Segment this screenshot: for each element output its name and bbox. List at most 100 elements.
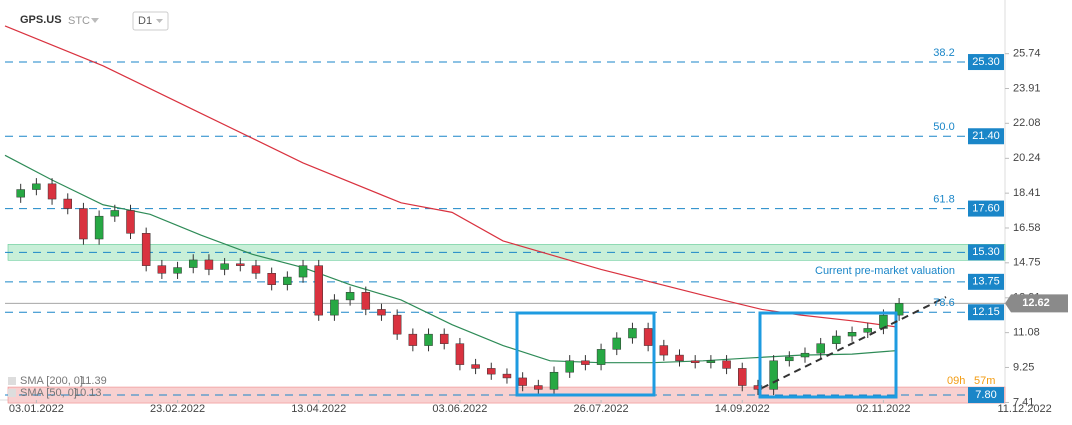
candle-body	[659, 345, 669, 356]
level-label-box	[968, 200, 1004, 217]
y-tick-label: 18.41	[1013, 187, 1041, 199]
level-label-box	[968, 304, 1004, 321]
candle-body	[188, 259, 198, 268]
level-label-box	[968, 128, 1004, 145]
candle-body	[596, 349, 606, 365]
candle-body	[220, 263, 229, 270]
y-tick-label: 16.58	[1013, 222, 1041, 234]
y-tick-label: 20.24	[1013, 152, 1041, 164]
x-tick-label: 03.06.2022	[432, 403, 487, 415]
candle-body	[298, 265, 308, 278]
level-label-box	[968, 244, 1004, 261]
candle-body	[534, 385, 543, 390]
candle-body	[894, 303, 904, 316]
y-tick-label: 11.08	[1013, 327, 1040, 339]
candle-body	[675, 354, 684, 362]
last-price-box	[1005, 294, 1068, 313]
candle-body	[173, 267, 182, 274]
dropdown-arrow	[156, 19, 163, 23]
candle-body	[816, 343, 825, 354]
candle-body	[487, 368, 496, 375]
candle-body	[283, 276, 292, 285]
y-tick-label: 14.75	[1013, 257, 1041, 269]
candle-body	[518, 377, 527, 386]
candle-body	[16, 189, 25, 198]
candle-body	[738, 368, 747, 386]
level-label: 12.15	[972, 306, 1000, 318]
x-tick-label: 13.04.2022	[291, 403, 346, 415]
candle-body	[392, 314, 402, 335]
candle-body	[706, 360, 716, 363]
candle-body	[79, 208, 88, 240]
x-tick-label: 23.02.2022	[150, 403, 205, 415]
candle-body	[32, 183, 41, 190]
level-label: 17.60	[972, 202, 1000, 214]
candle-body	[502, 373, 512, 379]
sma-line	[4, 154, 896, 364]
candle-body	[769, 360, 778, 390]
y-tick-label: 7.41	[1013, 396, 1034, 408]
y-tick-label: 9.25	[1013, 361, 1034, 373]
countdown-hours: 09h	[947, 375, 965, 387]
level-zone	[7, 386, 1006, 404]
x-tick-label: 26.07.2022	[574, 403, 629, 415]
candle-body	[330, 299, 339, 316]
timeframe: D1	[138, 15, 152, 27]
y-tick-label: 22.08	[1013, 117, 1041, 129]
candle-body	[565, 360, 574, 373]
legend-icon	[8, 389, 16, 397]
timeframe-box[interactable]	[132, 11, 169, 31]
candle-body	[690, 360, 700, 363]
candle-body	[267, 273, 276, 285]
candle-body	[424, 333, 433, 346]
candle-body	[628, 328, 637, 339]
candle-body	[832, 335, 841, 344]
candle-body	[110, 210, 120, 217]
candle-body	[847, 332, 857, 337]
candle-body	[549, 371, 559, 390]
sma-line	[4, 25, 896, 328]
fib-ratio: 50.0	[933, 121, 954, 133]
candle-body	[612, 337, 622, 350]
level-label: 7.80	[975, 389, 996, 401]
candle-body	[643, 328, 653, 346]
candle-body	[408, 333, 418, 346]
y-tick-label: 23.91	[1013, 82, 1041, 94]
candle-body	[581, 360, 590, 365]
level-label: 21.40	[972, 130, 1000, 142]
candle-body	[157, 265, 167, 274]
highlight-box	[758, 311, 898, 399]
fib-ratio: 38.2	[933, 47, 954, 59]
candle-body	[785, 356, 794, 362]
legend-label: SMA [200, 0]	[20, 375, 83, 387]
candle-body	[63, 198, 72, 209]
level-label-box	[968, 387, 1004, 404]
candle-body	[314, 265, 323, 316]
x-tick-label: 03.01.2022	[9, 403, 64, 415]
candle-body	[361, 292, 371, 310]
candle-body	[863, 328, 872, 333]
x-tick-label: 11.12.2022	[997, 403, 1051, 415]
candle-body	[455, 343, 465, 365]
y-tick-label: 25.74	[1013, 48, 1041, 60]
candle-body	[251, 265, 261, 274]
market: STC	[68, 15, 90, 27]
highlight-box	[515, 311, 656, 397]
candle-body	[471, 364, 480, 369]
level-label: 15.30	[972, 246, 1000, 258]
legend-label: SMA [50, 0]	[20, 387, 77, 399]
level-label: 25.30	[972, 56, 1000, 68]
candle-body	[204, 259, 214, 270]
countdown-minutes: 57m	[974, 375, 995, 387]
symbol: GPS.US	[20, 14, 62, 26]
fib-ratio: 61.8	[933, 193, 954, 205]
legend-icon	[8, 377, 16, 385]
candle-body	[94, 215, 104, 240]
candle-body	[345, 292, 355, 301]
candle-body	[377, 309, 386, 316]
dropdown-arrow[interactable]	[91, 18, 99, 23]
candle-body	[236, 263, 245, 266]
candle-body	[126, 210, 135, 234]
